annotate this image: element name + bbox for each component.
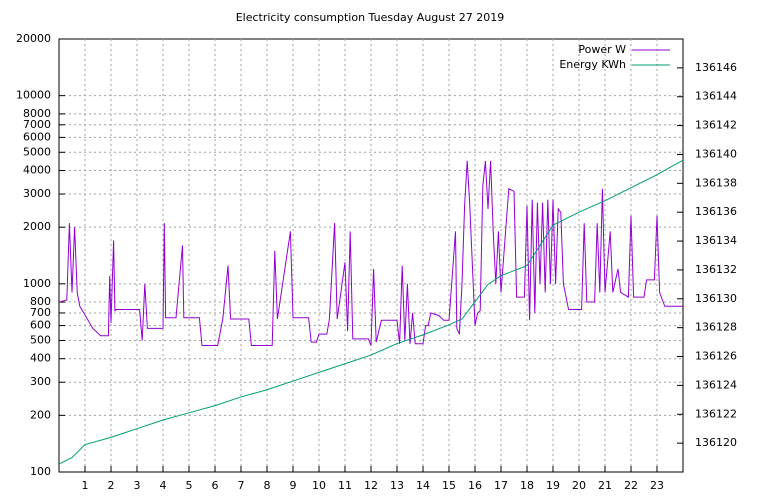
y2-tick-label: 136124: [695, 378, 737, 391]
y2-tick-label: 136142: [695, 119, 737, 132]
y2-tick-label: 136144: [695, 90, 737, 103]
y-tick-label: 20000: [16, 32, 51, 45]
x-tick-label: 6: [212, 479, 219, 492]
y2-tick-label: 136134: [695, 234, 737, 247]
y-tick-label: 10000: [16, 89, 51, 102]
x-tick-label: 23: [650, 479, 664, 492]
x-tick-label: 10: [312, 479, 326, 492]
x-tick-label: 2: [108, 479, 115, 492]
y-tick-label: 8000: [23, 107, 51, 120]
x-tick-label: 21: [598, 479, 612, 492]
y2-tick-label: 136128: [695, 321, 737, 334]
y2-tick-label: 136132: [695, 263, 737, 276]
legend-label: Power W: [578, 43, 626, 56]
y-tick-label: 400: [30, 352, 51, 365]
chart-title: Electricity consumption Tuesday August 2…: [236, 11, 505, 24]
y2-tick-label: 136136: [695, 205, 737, 218]
y-tick-label: 3000: [23, 187, 51, 200]
y-tick-label: 7000: [23, 118, 51, 131]
y-tick-label: 800: [30, 295, 51, 308]
x-tick-label: 11: [338, 479, 352, 492]
y-tick-label: 300: [30, 375, 51, 388]
y2-tick-label: 136126: [695, 350, 737, 363]
x-tick-label: 3: [134, 479, 141, 492]
y-tick-label: 600: [30, 319, 51, 332]
series-line: [58, 159, 684, 465]
y-tick-label: 700: [30, 306, 51, 319]
x-tick-label: 14: [416, 479, 430, 492]
x-tick-label: 13: [390, 479, 404, 492]
x-tick-label: 7: [238, 479, 245, 492]
y-tick-label: 100: [30, 465, 51, 478]
x-tick-label: 19: [546, 479, 560, 492]
x-tick-label: 15: [442, 479, 456, 492]
y2-tick-label: 136140: [695, 147, 737, 160]
y2-tick-label: 136122: [695, 407, 737, 420]
y-tick-label: 6000: [23, 130, 51, 143]
y-tick-label: 500: [30, 333, 51, 346]
x-tick-label: 4: [160, 479, 167, 492]
y2-tick-label: 136120: [695, 436, 737, 449]
x-tick-label: 18: [520, 479, 534, 492]
y-tick-label: 4000: [23, 164, 51, 177]
x-tick-label: 22: [624, 479, 638, 492]
x-tick-label: 20: [572, 479, 586, 492]
x-tick-label: 17: [494, 479, 508, 492]
y-tick-label: 2000: [23, 220, 51, 233]
series-line: [58, 160, 683, 347]
y2-tick-label: 136130: [695, 292, 737, 305]
x-tick-label: 8: [264, 479, 271, 492]
y2-tick-label: 136138: [695, 176, 737, 189]
x-tick-label: 16: [468, 479, 482, 492]
x-tick-label: 5: [186, 479, 193, 492]
y-tick-label: 5000: [23, 145, 51, 158]
legend-label: Energy KWh: [559, 58, 626, 71]
x-tick-label: 12: [364, 479, 378, 492]
y-tick-label: 200: [30, 408, 51, 421]
y2-tick-label: 136146: [695, 61, 737, 74]
x-tick-label: 1: [82, 479, 89, 492]
y-tick-label: 1000: [23, 277, 51, 290]
x-tick-label: 9: [290, 479, 297, 492]
